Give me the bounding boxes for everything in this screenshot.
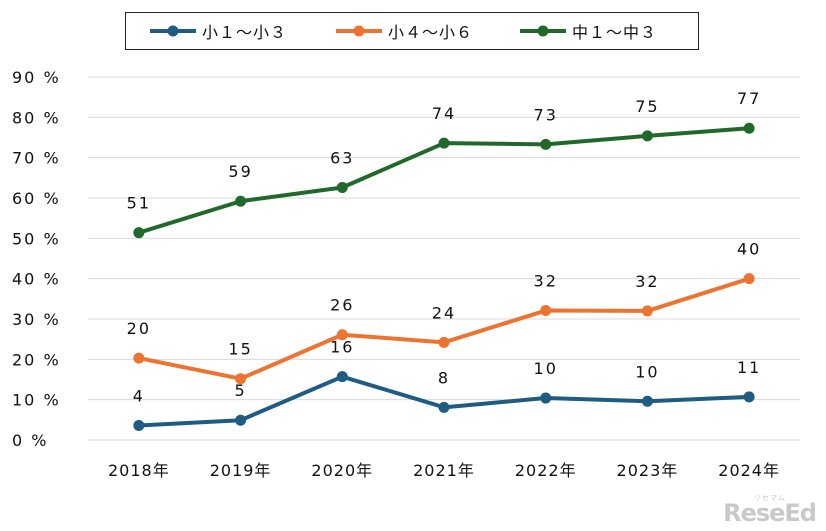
- data-point-series-1: [540, 392, 552, 404]
- legend-marker-series-3: [520, 25, 566, 37]
- legend-label-series-2: 小４～小６: [388, 23, 474, 42]
- data-point-series-1: [235, 414, 247, 426]
- data-label-series-3: 77: [737, 89, 761, 108]
- data-label-series-1: 4: [133, 386, 145, 405]
- data-point-series-1: [743, 391, 755, 403]
- data-label-series-1: 8: [438, 368, 450, 387]
- x-tick-label: 2018年: [108, 461, 170, 480]
- legend: 小１～小３ 小４～小６ 中１～中３: [125, 12, 699, 50]
- data-label-series-1: 16: [330, 338, 354, 357]
- watermark-text: ReseEd: [723, 499, 817, 527]
- data-label-series-3: 74: [432, 104, 456, 123]
- data-point-series-3: [438, 137, 450, 149]
- data-point-series-3: [641, 130, 653, 142]
- y-tick-label: 90 %: [12, 68, 61, 87]
- x-tick-label: 2019年: [210, 461, 272, 480]
- y-tick-label: 50 %: [12, 229, 61, 248]
- legend-item-series-2: 小４～小６: [334, 13, 473, 49]
- data-point-series-2: [133, 352, 145, 364]
- y-tick-label: 30 %: [12, 310, 61, 329]
- x-tick-label: 2021年: [413, 461, 475, 480]
- legend-item-series-3: 中１～中３: [518, 13, 657, 49]
- data-point-series-2: [235, 373, 247, 385]
- data-label-series-3: 51: [127, 194, 151, 213]
- data-point-series-3: [743, 122, 755, 134]
- data-point-series-2: [336, 329, 348, 341]
- data-point-series-1: [438, 401, 450, 413]
- data-label-series-2: 20: [127, 319, 151, 338]
- y-tick-label: 0 %: [12, 431, 48, 450]
- data-label-series-3: 63: [330, 149, 354, 168]
- data-point-series-2: [743, 273, 755, 285]
- data-point-series-2: [438, 336, 450, 348]
- x-tick-label: 2023年: [617, 461, 679, 480]
- data-point-series-3: [336, 182, 348, 194]
- y-tick-label: 10 %: [12, 391, 61, 410]
- data-label-series-2: 32: [635, 272, 659, 291]
- data-point-series-3: [540, 138, 552, 150]
- y-tick-label: 60 %: [12, 189, 61, 208]
- watermark-sub: リセマム: [754, 494, 786, 502]
- data-label-series-1: 5: [234, 381, 246, 400]
- watermark-logo: リセマム ReseEd: [723, 494, 817, 527]
- legend-label-series-3: 中１～中３: [572, 23, 658, 42]
- x-tick-label: 2022年: [515, 461, 577, 480]
- data-label-series-3: 75: [635, 97, 659, 116]
- data-label-series-1: 11: [737, 358, 761, 377]
- data-label-series-1: 10: [534, 359, 558, 378]
- y-tick-label: 70 %: [12, 149, 61, 168]
- data-point-series-1: [641, 395, 653, 407]
- legend-marker-series-2: [336, 25, 382, 37]
- data-point-series-2: [641, 305, 653, 317]
- data-label-series-2: 15: [228, 340, 252, 359]
- data-point-series-1: [133, 419, 145, 431]
- data-label-series-3: 59: [228, 162, 252, 181]
- y-tick-label: 20 %: [12, 350, 61, 369]
- data-label-series-1: 10: [635, 362, 659, 381]
- legend-item-series-1: 小１～小３: [148, 13, 287, 49]
- y-tick-label: 80 %: [12, 108, 61, 127]
- y-tick-label: 40 %: [12, 270, 61, 289]
- data-point-series-3: [235, 195, 247, 207]
- data-label-series-2: 32: [534, 272, 558, 291]
- data-label-series-2: 26: [330, 296, 354, 315]
- x-tick-label: 2020年: [311, 461, 373, 480]
- data-label-series-2: 40: [737, 240, 761, 259]
- data-label-series-3: 73: [534, 105, 558, 124]
- data-point-series-3: [133, 227, 145, 239]
- legend-marker-series-1: [150, 25, 196, 37]
- data-point-series-2: [540, 305, 552, 317]
- x-tick-label: 2024年: [718, 461, 780, 480]
- data-point-series-1: [336, 371, 348, 383]
- legend-label-series-1: 小１～小３: [202, 23, 288, 42]
- data-label-series-2: 24: [432, 303, 456, 322]
